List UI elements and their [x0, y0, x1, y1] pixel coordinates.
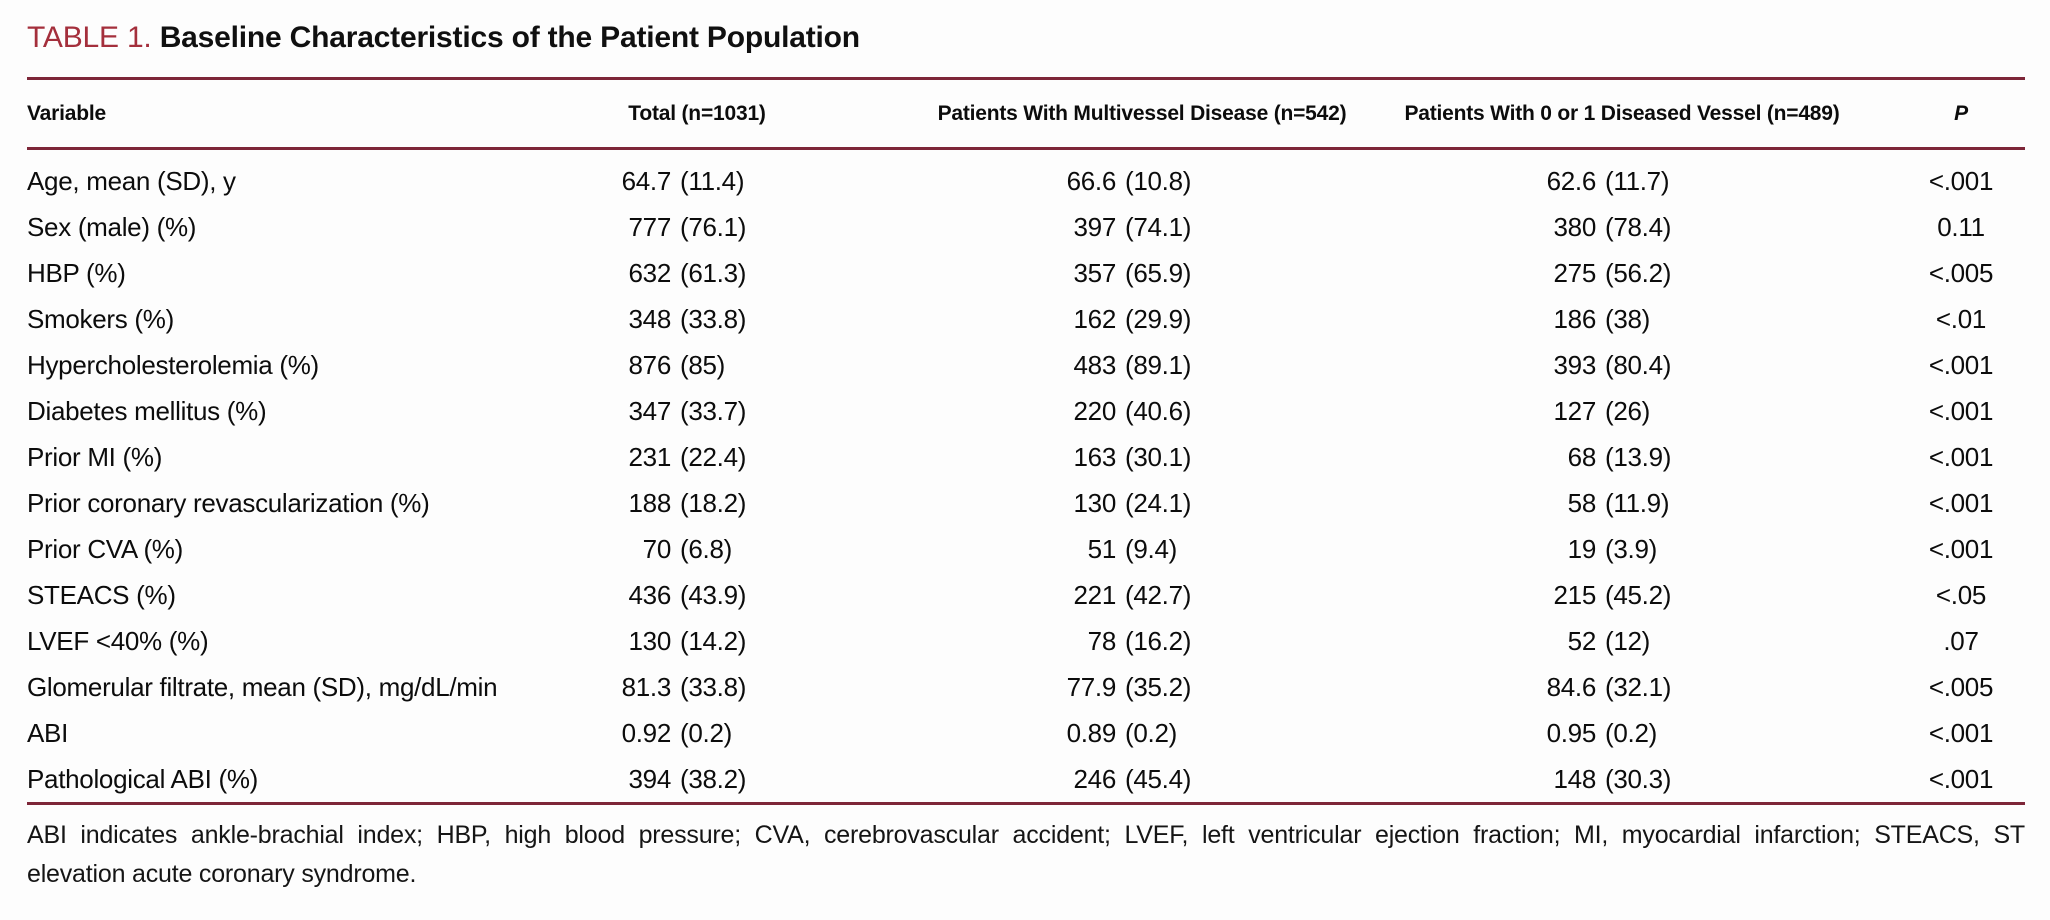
cell-variable: Prior CVA (%): [27, 533, 183, 564]
cell-multivessel: 162 (29.9): [1073, 303, 1192, 334]
cell-multivessel: 246 (45.4): [1073, 763, 1192, 794]
cell-total: 188 (18.2): [628, 487, 747, 518]
cell-variable: Diabetes mellitus (%): [27, 395, 267, 426]
cell-total: 777 (76.1): [628, 211, 747, 242]
cell-total: 0.92 (0.2): [621, 717, 733, 748]
cell-variable: LVEF <40% (%): [27, 625, 209, 656]
table-row: Pathological ABI (%) 394 (38.2) 246 (45.4) 14…: [27, 756, 2025, 804]
cell-variable: Hypercholesterolemia (%): [27, 349, 319, 380]
column-header-zero-or-one: Patients With 0 or 1 Diseased Vessel (n=…: [1347, 78, 1897, 150]
cell-multivessel: 357 (65.9): [1073, 257, 1192, 288]
baseline-characteristics-table: Variable Total (n=1031) Patients With Mu…: [27, 77, 2025, 805]
table-row: Diabetes mellitus (%) 347 (33.7) 220 (40.6) 1…: [27, 388, 2025, 434]
table-row: Prior MI (%) 231 (22.4) 163 (30.1) 68 (13.9) <.…: [27, 434, 2025, 480]
column-header-variable: Variable: [27, 78, 457, 150]
cell-multivessel: 130 (24.1): [1073, 487, 1192, 518]
cell-zero-or-one: 127 (26): [1553, 395, 1651, 426]
cell-p-value: <.005: [1928, 671, 1994, 702]
table-body: Age, mean (SD), y 64.7 (11.4) 66.6 (10.8) 62.…: [27, 149, 2025, 804]
cell-multivessel: 51 (9.4): [1087, 533, 1178, 564]
footnote-line-1: ABI indicates ankle-brachial index; HBP,…: [27, 821, 2025, 849]
cell-total: 64.7 (11.4): [621, 165, 745, 196]
cell-multivessel: 78 (16.2): [1087, 625, 1192, 656]
table-number-label: TABLE 1.: [27, 21, 152, 54]
cell-total: 876 (85): [628, 349, 726, 380]
cell-p-value: <.001: [1928, 487, 1994, 518]
cell-multivessel: 163 (30.1): [1073, 441, 1192, 472]
table-title: Baseline Characteristics of the Patient …: [159, 21, 860, 54]
column-header-total: Total (n=1031): [457, 78, 937, 150]
cell-variable: HBP (%): [27, 257, 126, 288]
cell-multivessel: 66.6 (10.8): [1066, 165, 1192, 196]
cell-variable: Glomerular filtrate, mean (SD), mg/dL/mi…: [27, 671, 498, 702]
table-row: STEACS (%) 436 (43.9) 221 (42.7) 215 (45.2) <.0…: [27, 572, 2025, 618]
cell-zero-or-one: 52 (12): [1567, 625, 1651, 656]
table-row: Hypercholesterolemia (%) 876 (85) 483 (89.1)…: [27, 342, 2025, 388]
cell-p-value: <.001: [1928, 533, 1994, 564]
cell-p-value: .07: [1943, 625, 1979, 656]
cell-p-value: <.005: [1928, 257, 1994, 288]
table-row: ABI 0.92 (0.2) 0.89 (0.2) 0.95 (0.2) <.001: [27, 710, 2025, 756]
cell-total: 70 (6.8): [642, 533, 733, 564]
cell-p-value: 0.11: [1937, 211, 1985, 242]
cell-multivessel: 221 (42.7): [1073, 579, 1192, 610]
cell-p-value: <.05: [1935, 579, 1987, 610]
cell-total: 130 (14.2): [628, 625, 747, 656]
cell-total: 394 (38.2): [628, 763, 747, 794]
column-header-p-value: P: [1897, 78, 2025, 150]
cell-variable: Prior MI (%): [27, 441, 163, 472]
cell-total: 632 (61.3): [628, 257, 747, 288]
cell-zero-or-one: 19 (3.9): [1567, 533, 1658, 564]
table-row: Prior CVA (%) 70 (6.8) 51 (9.4) 19 (3.9) <.001: [27, 526, 2025, 572]
cell-p-value: <.001: [1928, 395, 1994, 426]
cell-zero-or-one: 215 (45.2): [1553, 579, 1672, 610]
cell-total: 348 (33.8): [628, 303, 747, 334]
column-header-multivessel: Patients With Multivessel Disease (n=542…: [937, 78, 1347, 150]
table-row: Age, mean (SD), y 64.7 (11.4) 66.6 (10.8) 62.…: [27, 149, 2025, 205]
cell-zero-or-one: 84.6 (32.1): [1546, 671, 1672, 702]
cell-variable: Age, mean (SD), y: [27, 165, 236, 196]
cell-p-value: <.01: [1935, 303, 1987, 334]
table-row: HBP (%) 632 (61.3) 357 (65.9) 275 (56.2) <.005: [27, 250, 2025, 296]
table-header-row: Variable Total (n=1031) Patients With Mu…: [27, 78, 2025, 150]
cell-variable: Sex (male) (%): [27, 211, 197, 242]
cell-total: 81.3 (33.8): [621, 671, 747, 702]
table-caption: TABLE 1. Baseline Characteristics of the…: [27, 21, 2025, 55]
cell-variable: ABI: [27, 717, 69, 748]
cell-total: 347 (33.7): [628, 395, 747, 426]
cell-p-value: <.001: [1928, 763, 1994, 794]
cell-total: 436 (43.9): [628, 579, 747, 610]
cell-multivessel: 483 (89.1): [1073, 349, 1192, 380]
cell-p-value: <.001: [1928, 165, 1994, 196]
cell-variable: Smokers (%): [27, 303, 174, 334]
cell-p-value: <.001: [1928, 441, 1994, 472]
cell-variable: Prior coronary revascularization (%): [27, 487, 430, 518]
table-row: Prior coronary revascularization (%) 188(…: [27, 480, 2025, 526]
cell-zero-or-one: 0.95 (0.2): [1546, 717, 1658, 748]
cell-multivessel: 0.89 (0.2): [1066, 717, 1178, 748]
cell-total: 231 (22.4): [628, 441, 747, 472]
cell-zero-or-one: 380 (78.4): [1553, 211, 1672, 242]
footnote-line-2: elevation acute coronary syndrome.: [27, 860, 417, 888]
table-row: Glomerular filtrate, mean (SD), mg/dL/mi…: [27, 664, 2025, 710]
cell-multivessel: 220 (40.6): [1073, 395, 1192, 426]
table-row: LVEF <40% (%) 130 (14.2) 78 (16.2) 52 (12) .07: [27, 618, 2025, 664]
cell-zero-or-one: 68 (13.9): [1567, 441, 1672, 472]
cell-zero-or-one: 393 (80.4): [1553, 349, 1672, 380]
cell-variable: Pathological ABI (%): [27, 763, 259, 794]
table-footnote: ABI indicates ankle-brachial index; HBP,…: [27, 816, 2025, 894]
table-row: Smokers (%) 348 (33.8) 162 (29.9) 186 (38) <.01: [27, 296, 2025, 342]
cell-zero-or-one: 62.6 (11.7): [1546, 165, 1670, 196]
cell-zero-or-one: 148 (30.3): [1553, 763, 1672, 794]
cell-variable: STEACS (%): [27, 579, 176, 610]
cell-multivessel: 397 (74.1): [1073, 211, 1192, 242]
cell-zero-or-one: 275 (56.2): [1553, 257, 1672, 288]
cell-p-value: <.001: [1928, 717, 1994, 748]
cell-zero-or-one: 58 (11.9): [1567, 487, 1670, 518]
table-row: Sex (male) (%) 777 (76.1) 397 (74.1) 380 (78.4…: [27, 204, 2025, 250]
cell-multivessel: 77.9 (35.2): [1066, 671, 1192, 702]
cell-zero-or-one: 186 (38): [1553, 303, 1651, 334]
cell-p-value: <.001: [1928, 349, 1994, 380]
